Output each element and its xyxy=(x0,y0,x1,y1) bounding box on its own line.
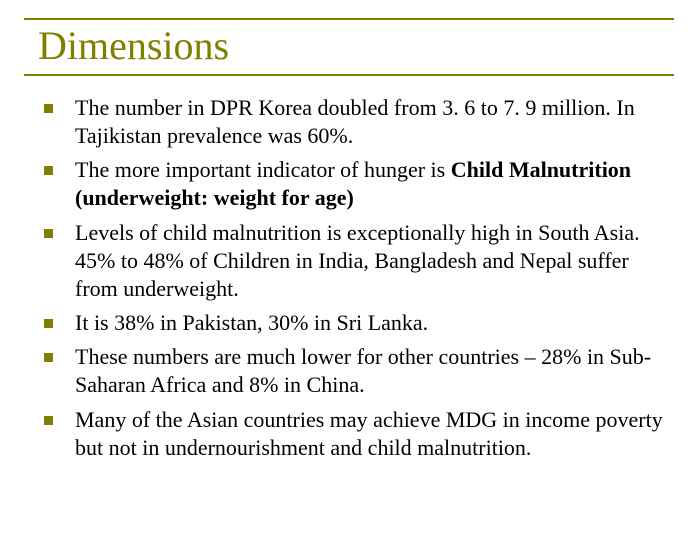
rule-top xyxy=(24,18,674,20)
slide-title: Dimensions xyxy=(24,24,229,68)
bullet-item: Levels of child malnutrition is exceptio… xyxy=(44,219,664,303)
rule-mid xyxy=(24,74,674,76)
bullet-item: Many of the Asian countries may achieve … xyxy=(44,406,664,462)
bullet-text: Levels of child malnutrition is exceptio… xyxy=(75,219,664,303)
slide: Dimensions The number in DPR Korea doubl… xyxy=(0,0,698,540)
bullet-item: The number in DPR Korea doubled from 3. … xyxy=(44,94,664,150)
square-bullet-icon xyxy=(44,353,53,362)
bullet-item: These numbers are much lower for other c… xyxy=(44,343,664,399)
bullet-text: Many of the Asian countries may achieve … xyxy=(75,406,664,462)
bullet-text: It is 38% in Pakistan, 30% in Sri Lanka. xyxy=(75,309,664,337)
square-bullet-icon xyxy=(44,416,53,425)
square-bullet-icon xyxy=(44,104,53,113)
bullet-text: The more important indicator of hunger i… xyxy=(75,156,664,212)
title-row: Dimensions xyxy=(24,24,674,68)
bullet-item: It is 38% in Pakistan, 30% in Sri Lanka. xyxy=(44,309,664,337)
square-bullet-icon xyxy=(44,166,53,175)
bullet-text: These numbers are much lower for other c… xyxy=(75,343,664,399)
bullet-list: The number in DPR Korea doubled from 3. … xyxy=(24,94,674,462)
square-bullet-icon xyxy=(44,229,53,238)
square-bullet-icon xyxy=(44,319,53,328)
bullet-item: The more important indicator of hunger i… xyxy=(44,156,664,212)
bullet-text: The number in DPR Korea doubled from 3. … xyxy=(75,94,664,150)
